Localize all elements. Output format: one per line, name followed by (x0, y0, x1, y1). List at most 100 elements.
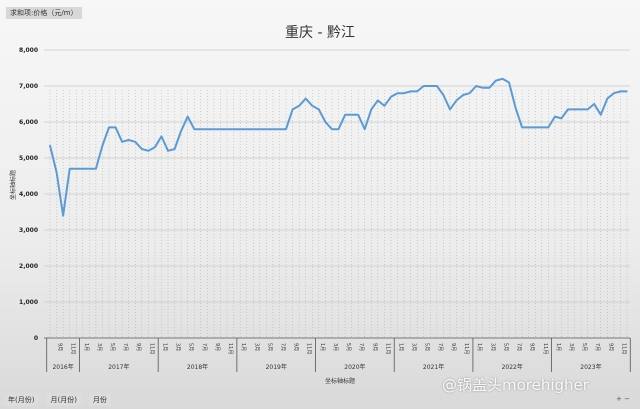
month-tick-label: 1月 (240, 343, 246, 351)
data-point (482, 87, 484, 89)
month-tick-label: 9月 (57, 343, 63, 351)
data-point (259, 128, 261, 130)
month-tick-label: 5月 (424, 343, 430, 351)
data-point (547, 126, 549, 128)
month-tick-label: 11月 (148, 343, 154, 354)
filter-buttons: 年(月份) 月(月份) 月份 (4, 394, 111, 406)
data-point (626, 90, 628, 92)
data-point (200, 128, 202, 130)
y-tick-label: 2,000 (19, 263, 38, 270)
month-tick-label: 9月 (135, 343, 141, 351)
year-label: 2022年 (502, 363, 523, 371)
data-point (573, 108, 576, 110)
month-tick-label: 1月 (161, 343, 167, 351)
data-point (128, 139, 130, 141)
year-label: 2019年 (266, 363, 287, 371)
data-point (514, 107, 517, 109)
data-point (108, 126, 110, 128)
data-point (114, 126, 117, 128)
chart-title: 重庆 - 黔江 (285, 25, 355, 41)
data-point (613, 92, 615, 94)
data-point (101, 144, 104, 146)
month-tick-label: 5月 (502, 343, 508, 351)
data-point (600, 114, 602, 116)
data-point (410, 90, 412, 92)
data-point (501, 78, 504, 80)
month-tick-label: 1月 (83, 343, 89, 351)
month-tick-label: 5月 (345, 343, 351, 351)
filter-button-month[interactable]: 月(月份) (46, 394, 81, 406)
month-tick-label: 3月 (96, 343, 102, 351)
data-point (508, 81, 510, 83)
y-tick-label: 0 (34, 335, 38, 342)
data-point (331, 128, 333, 130)
data-point (344, 114, 346, 116)
data-point (593, 103, 595, 105)
month-tick-label: 7月 (594, 343, 600, 351)
year-label: 2016年 (52, 363, 73, 371)
data-point (521, 126, 523, 128)
data-point (396, 92, 399, 94)
month-tick-label: 11月 (70, 343, 76, 354)
year-label: 2021年 (423, 363, 444, 371)
data-point (390, 96, 392, 98)
year-label: 2020年 (344, 363, 365, 371)
data-point (364, 128, 366, 130)
data-point (377, 99, 379, 101)
zoom-controls[interactable]: + − (616, 395, 630, 403)
data-point (475, 85, 477, 87)
data-point (554, 116, 556, 118)
x-axis-title: 坐标轴标题 (324, 378, 355, 385)
month-tick-label: 9月 (450, 343, 456, 351)
data-point (226, 128, 228, 130)
data-point (88, 168, 90, 170)
data-point (324, 121, 326, 123)
month-tick-label: 7月 (358, 343, 364, 351)
data-point (95, 168, 97, 170)
data-point (278, 128, 281, 130)
data-point (285, 128, 287, 130)
data-point (528, 126, 530, 128)
data-point (265, 128, 267, 130)
data-point (567, 108, 569, 110)
data-point (442, 94, 445, 96)
data-point (213, 128, 215, 130)
data-point (62, 215, 64, 217)
data-point (173, 148, 176, 150)
year-label: 2018年 (187, 363, 208, 371)
month-tick-label: 7月 (279, 343, 285, 351)
data-point (534, 126, 536, 128)
month-tick-label: 9月 (529, 343, 535, 351)
y-tick-label: 4,000 (19, 191, 38, 198)
data-point (147, 150, 149, 152)
data-point (318, 108, 320, 110)
data-point (429, 85, 431, 87)
data-point (587, 108, 589, 110)
data-point (232, 128, 235, 130)
data-point (180, 130, 182, 132)
data-point (206, 128, 208, 130)
data-point (82, 168, 84, 170)
data-point (351, 114, 353, 116)
filter-button-year[interactable]: 年(月份) (4, 394, 39, 406)
data-point (495, 80, 497, 82)
y-tick-label: 3,000 (19, 227, 38, 234)
month-tick-label: 9月 (607, 343, 613, 351)
month-tick-label: 11月 (227, 343, 233, 354)
y-tick-label: 1,000 (19, 299, 38, 306)
month-tick-label: 5月 (266, 343, 272, 351)
month-tick-label: 11月 (463, 343, 469, 354)
data-point (357, 114, 359, 116)
month-tick-label: 3月 (332, 343, 338, 351)
data-point (252, 128, 254, 130)
month-tick-label: 9月 (293, 343, 299, 351)
month-tick-label: 1月 (476, 343, 482, 351)
data-point (298, 105, 300, 107)
y-tick-label: 8,000 (19, 47, 38, 54)
field-tag[interactable]: 求和项:价格（元/m） (6, 7, 82, 19)
y-tick-label: 6,000 (19, 119, 38, 126)
month-tick-label: 1月 (319, 343, 325, 351)
data-point (292, 108, 294, 110)
filter-button-month-field[interactable]: 月份 (88, 394, 111, 406)
